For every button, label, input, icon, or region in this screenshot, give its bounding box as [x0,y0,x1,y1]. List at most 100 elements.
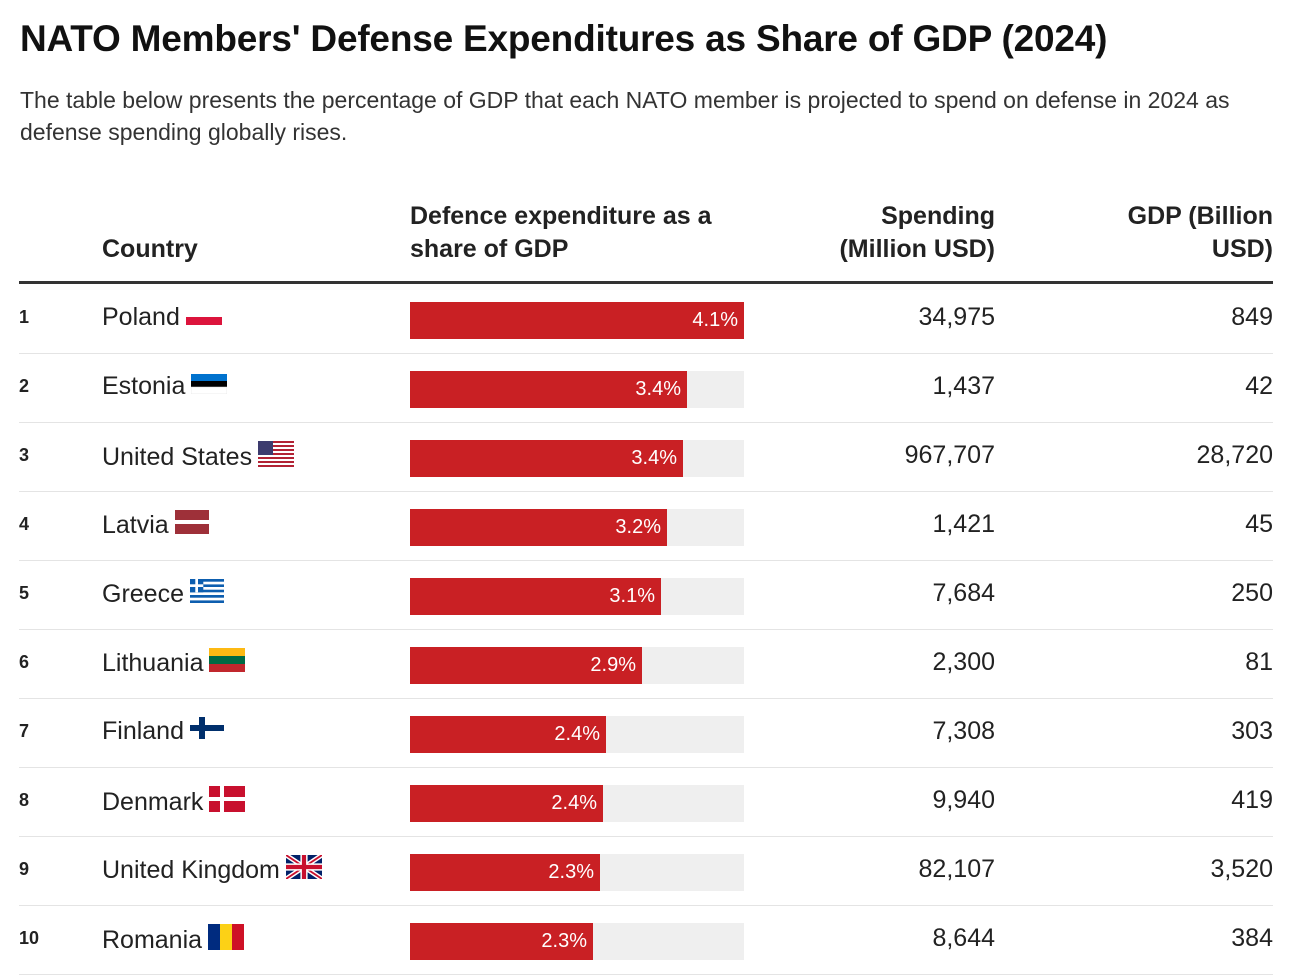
share-bar: 3.4% [410,371,687,408]
country-cell: Poland [102,303,222,332]
row-divider [19,698,1273,699]
share-bar-label: 2.3% [548,861,594,883]
table-row: 1 Poland 4.1% 34,975 849 [19,285,1273,354]
spending-value: 967,707 [904,441,995,469]
rank-number: 8 [19,790,30,810]
share-bar: 3.2% [410,509,667,546]
gdp-value: 45 [1245,510,1273,538]
table-row: 6 Lithuania 2.9% 2,300 81 [19,630,1273,699]
table-row: 10 Romania 2.3% 8,644 384 [19,906,1273,975]
row-divider [19,491,1273,492]
spending-value: 34,975 [918,303,995,331]
gdp-value: 419 [1231,786,1273,814]
rank-number: 3 [19,445,30,465]
share-bar-track: 4.1% [410,302,744,339]
table-row: 7 Finland 2.4% 7,308 303 [19,699,1273,768]
share-bar-label: 2.9% [590,654,636,676]
share-bar: 3.4% [410,440,683,477]
spending-value: 8,644 [932,924,995,952]
row-divider [19,836,1273,837]
row-divider [19,422,1273,423]
share-bar: 3.1% [410,578,661,615]
rank-number: 1 [19,307,30,327]
table-row: 4 Latvia 3.2% 1,421 45 [19,492,1273,561]
rank-number: 7 [19,721,30,741]
row-divider [19,560,1273,561]
share-bar-track: 3.4% [410,371,744,408]
estonia-flag-icon [191,372,228,401]
column-header-share: Defence expenditure as a share of GDP [410,202,712,263]
share-bar: 2.3% [410,923,593,960]
share-bar-label: 3.4% [631,447,677,469]
country-name: Lithuania [102,649,204,677]
country-name: Estonia [102,372,186,400]
share-bar: 2.4% [410,785,603,822]
row-divider [19,905,1273,906]
country-cell: Romania [102,924,245,957]
gdp-value: 42 [1245,372,1273,400]
page-subtitle: The table below presents the percentage … [20,87,1230,145]
table-row: 8 Denmark 2.4% 9,940 419 [19,768,1273,837]
table-row: 5 Greece 3.1% 7,684 250 [19,561,1273,630]
country-name: Romania [102,926,203,954]
share-bar-track: 2.3% [410,854,744,891]
column-header-spending: Spending (Million USD) [839,202,995,263]
share-bar: 4.1% [410,302,744,339]
share-bar-label: 3.1% [609,585,655,607]
country-name: United States [102,443,253,471]
spending-value: 7,684 [932,579,995,607]
gdp-value: 384 [1231,924,1273,952]
country-cell: Lithuania [102,648,246,679]
table-row: 3 United States 3.4% 967,707 28,720 [19,423,1273,492]
gdp-value: 303 [1231,717,1273,745]
romania-flag-icon [208,924,245,957]
share-bar-label: 4.1% [692,309,738,331]
share-bar: 2.9% [410,647,642,684]
spending-value: 1,421 [932,510,995,538]
page-title: NATO Members' Defense Expenditures as Sh… [20,18,1108,59]
spending-value: 2,300 [932,648,995,676]
rank-number: 9 [19,859,30,879]
rank-number: 2 [19,376,30,396]
greece-flag-icon [189,579,224,610]
gdp-value: 250 [1231,579,1273,607]
country-name: Finland [102,717,184,745]
country-cell: Greece [102,579,224,610]
country-name: United Kingdom [102,856,280,884]
share-bar-label: 2.4% [554,723,600,745]
share-bar-track: 2.4% [410,785,744,822]
share-bar-track: 2.3% [410,923,744,960]
row-divider [19,353,1273,354]
poland-flag-icon [185,303,222,332]
latvia-flag-icon [174,510,209,541]
rank-number: 6 [19,652,30,672]
rank-number: 4 [19,514,30,534]
table-row: 2 Estonia 3.4% 1,437 42 [19,354,1273,423]
share-bar: 2.3% [410,854,600,891]
lithuania-flag-icon [209,648,246,679]
spending-value: 9,940 [932,786,995,814]
country-cell: Denmark [102,786,246,819]
share-bar-track: 3.2% [410,509,744,546]
country-name: Latvia [102,511,169,539]
gdp-value: 28,720 [1196,441,1273,469]
share-bar-label: 3.2% [615,516,661,538]
rank-number: 5 [19,583,30,603]
country-name: Greece [102,580,184,608]
usa-flag-icon [258,441,295,474]
gdp-value: 81 [1245,648,1273,676]
uk-flag-icon [284,853,324,886]
country-cell: Latvia [102,510,209,541]
share-bar-label: 2.3% [541,930,587,952]
gdp-value: 849 [1231,303,1273,331]
country-cell: United States [102,441,295,474]
row-divider [19,767,1273,768]
country-cell: United Kingdom [102,853,324,886]
spending-value: 7,308 [932,717,995,745]
column-header-country: Country [102,235,198,263]
share-bar-track: 3.4% [410,440,744,477]
column-header-gdp: GDP (Billion USD) [1127,202,1273,263]
header-rule [19,281,1273,284]
table-row: 9 United Kingdom 2.3% 82,107 3,520 [19,837,1273,906]
share-bar-track: 2.4% [410,716,744,753]
